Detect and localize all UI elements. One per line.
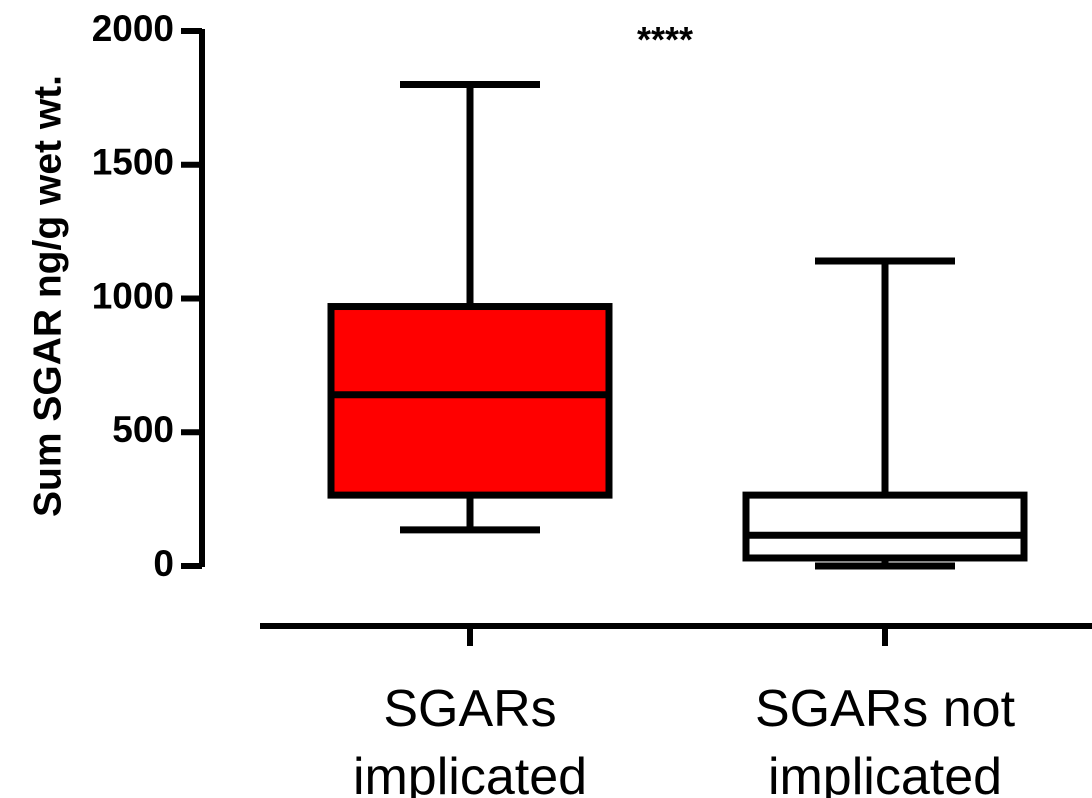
x-category-label: implicated — [353, 748, 587, 798]
x-axis-categories: SGARs implicated SGARs not implicated — [353, 626, 1016, 798]
y-axis-ticks: 0 500 1000 1500 2000 — [92, 8, 202, 584]
y-axis-title: Sum SGAR ng/g wet wt. — [26, 75, 69, 517]
box-2 — [742, 257, 1028, 570]
significance-annotation: **** — [637, 19, 693, 60]
y-tick-label: 500 — [112, 409, 174, 450]
x-category-label: SGARs — [383, 680, 556, 738]
y-tick-label: 1000 — [92, 275, 174, 316]
box-iqr — [327, 303, 613, 499]
y-tick-label: 2000 — [92, 8, 174, 49]
box-series — [327, 81, 1028, 570]
x-category-label: SGARs not — [755, 680, 1016, 738]
box-1 — [327, 81, 613, 534]
y-tick-label: 0 — [153, 543, 174, 584]
box-iqr — [742, 491, 1028, 562]
y-tick-label: 1500 — [92, 142, 174, 183]
x-category-label: implicated — [768, 748, 1002, 798]
